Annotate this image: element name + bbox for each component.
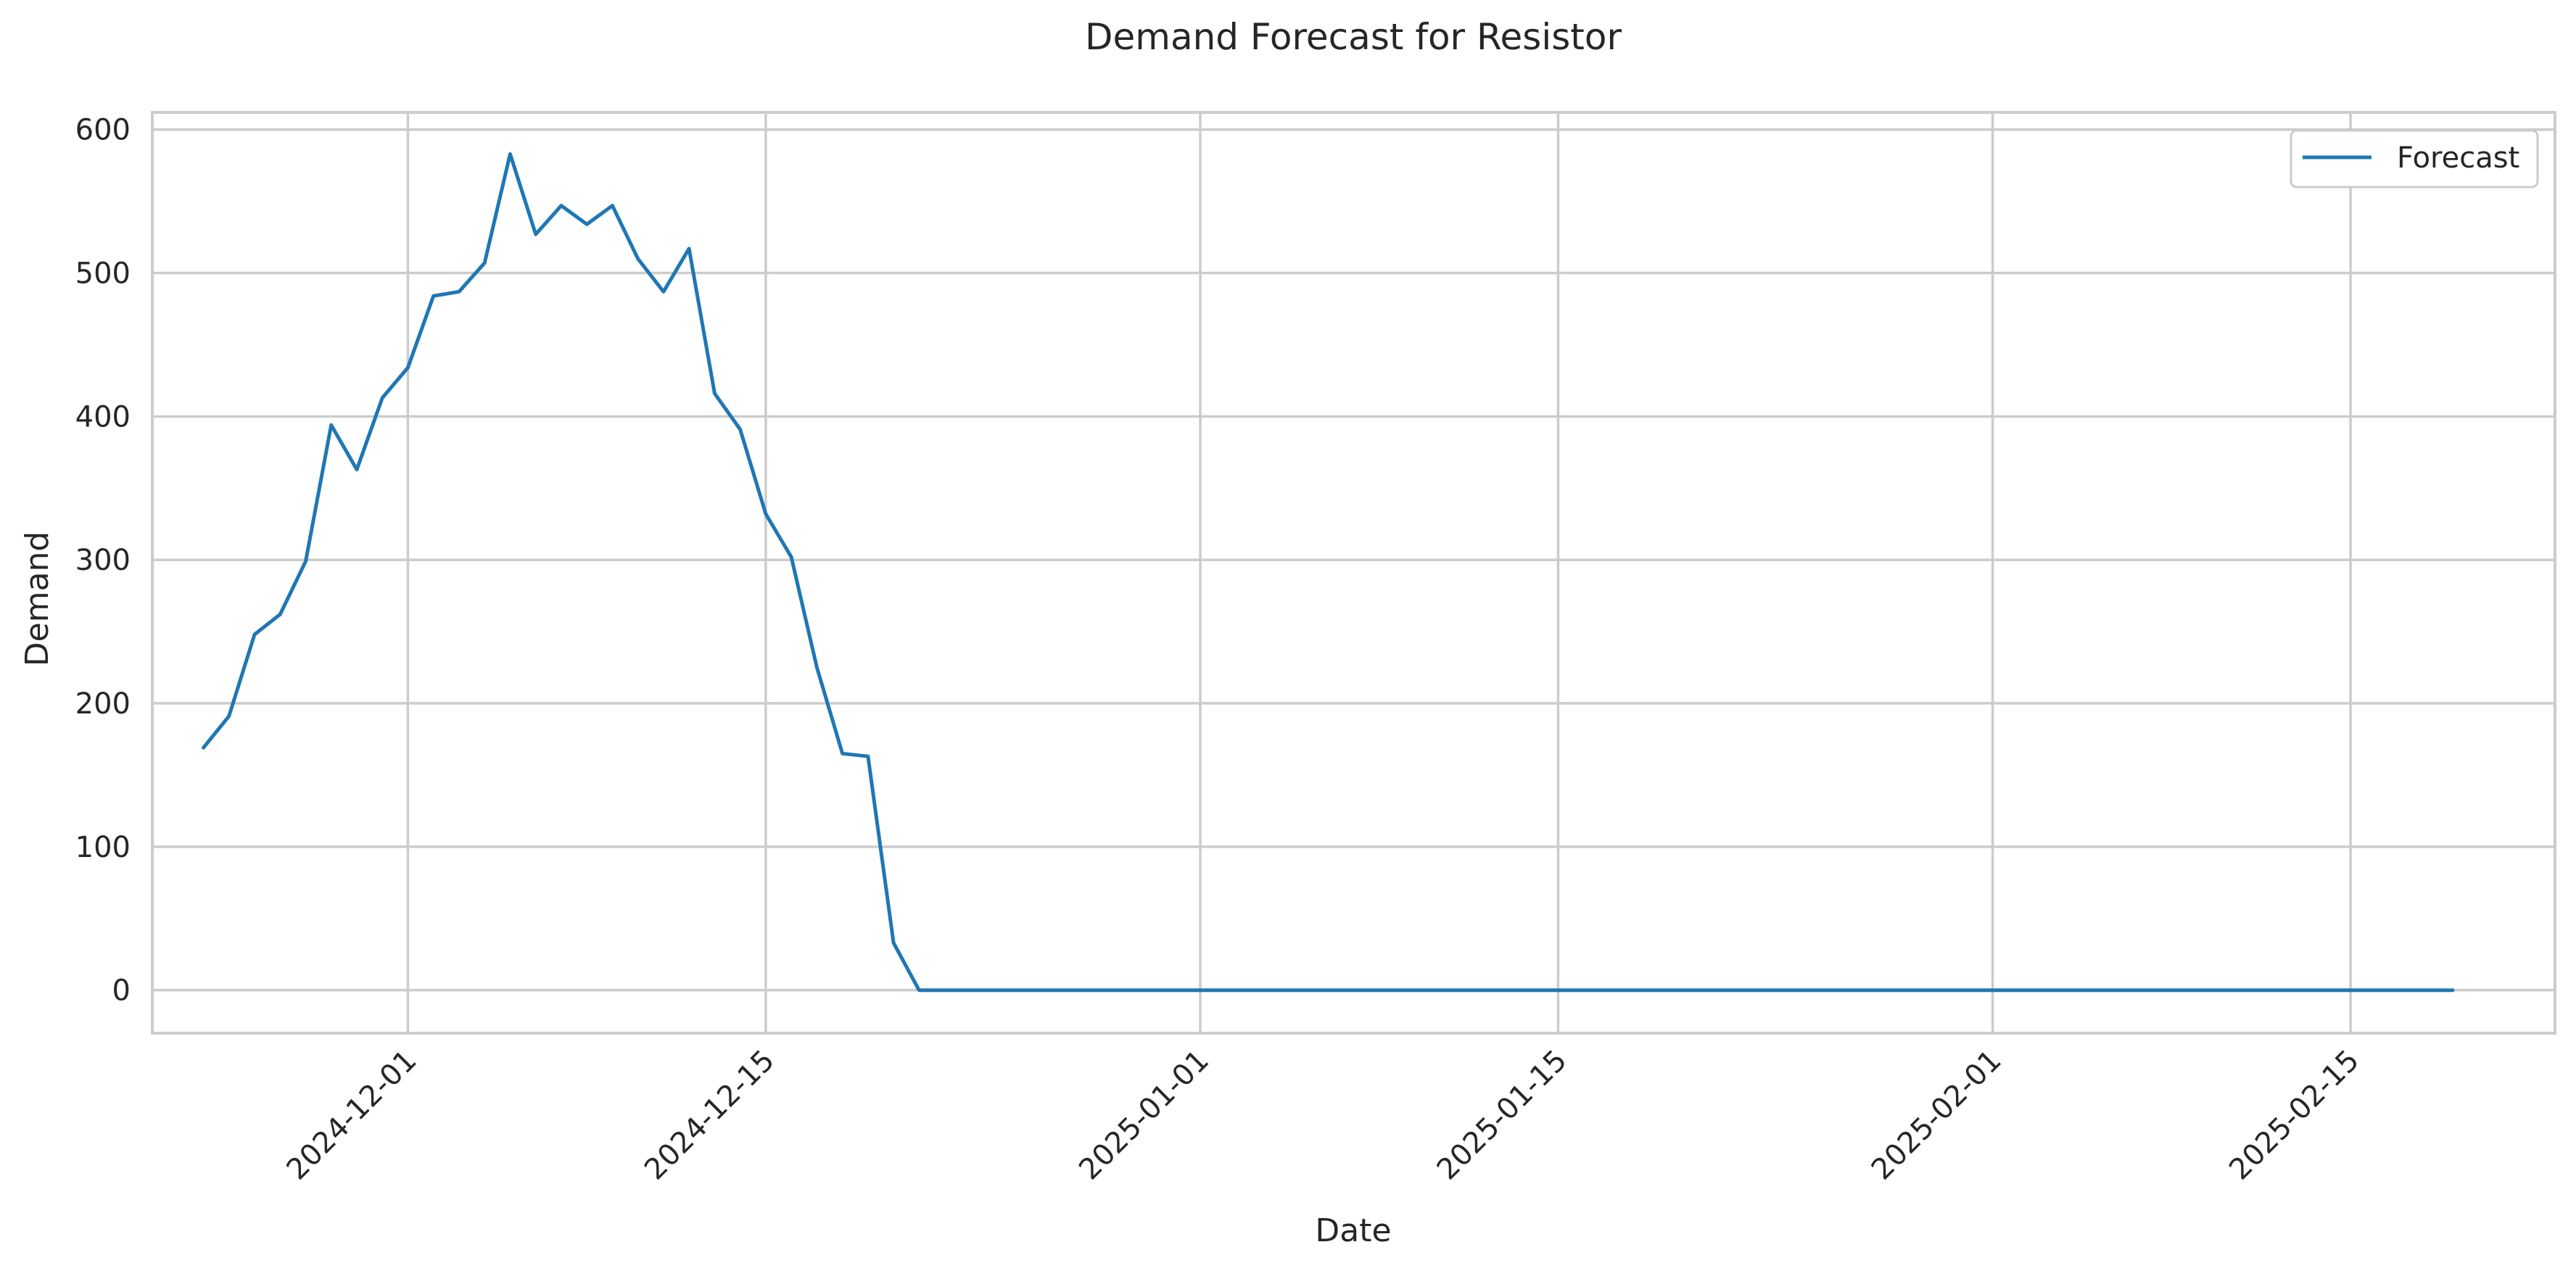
legend-box — [2290, 129, 2539, 189]
chart-title: Demand Forecast for Resistor — [1085, 16, 1622, 58]
plot-frame — [151, 111, 2556, 1035]
y-tick-label: 0 — [112, 974, 131, 1008]
x-tick-label: 2025-01-01 — [1073, 1044, 1215, 1187]
x-tick-label: 2025-02-15 — [2223, 1044, 2366, 1187]
y-tick-label: 400 — [75, 400, 131, 434]
y-tick-label: 600 — [75, 114, 131, 147]
y-tick-label: 200 — [75, 687, 131, 721]
y-tick-label: 500 — [75, 257, 131, 291]
series-line-forecast — [202, 152, 2455, 993]
x-tick-label: 2024-12-01 — [281, 1044, 424, 1187]
x-tick-label: 2025-01-15 — [1431, 1044, 1574, 1187]
y-tick-label: 100 — [75, 831, 131, 864]
gridlines — [152, 112, 2555, 1033]
x-tick-label: 2025-02-01 — [1865, 1044, 2008, 1187]
series-layer — [202, 152, 2455, 993]
legend-label: Forecast — [2397, 141, 2519, 175]
y-axis-ticks: 0 100 200 300 400 500 600 — [75, 114, 131, 1008]
x-axis-ticks: 2024-12-01 2024-12-15 2025-01-01 2025-01-15… — [281, 1044, 2366, 1187]
y-tick-label: 300 — [75, 544, 131, 577]
x-axis-label: Date — [1315, 1212, 1391, 1249]
x-tick-label: 2024-12-15 — [638, 1044, 781, 1187]
legend: Forecast — [2290, 129, 2539, 189]
y-axis-label: Demand — [19, 531, 56, 667]
